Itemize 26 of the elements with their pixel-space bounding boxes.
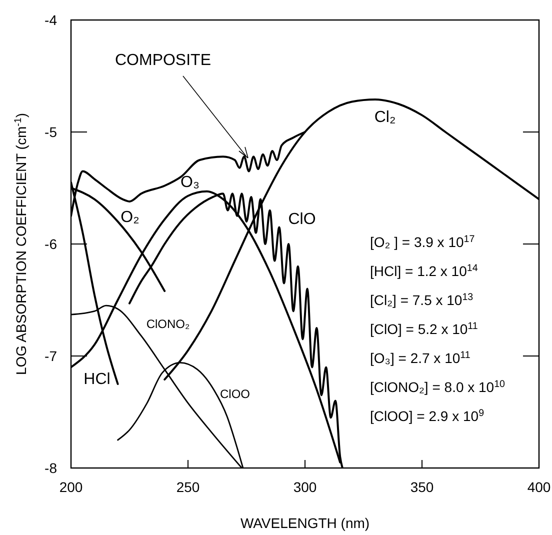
series-label: ClONO₂	[146, 317, 190, 332]
y-tick-label: -5	[44, 124, 58, 140]
series-label: ClOO	[220, 387, 250, 402]
x-tick-label: 400	[527, 479, 551, 495]
y-tick-label: -6	[44, 236, 58, 252]
series-label: ClO	[288, 211, 316, 228]
y-tick-label: -8	[44, 460, 58, 476]
annotation: [O₃] = 2.7 x 10$^{11}$	[370, 350, 470, 366]
x-tick-label: 350	[410, 479, 434, 495]
y-tick-label: -7	[44, 348, 58, 364]
x-tick-label: 300	[293, 479, 317, 495]
x-axis-title: WAVELENGTH (nm)	[240, 515, 370, 531]
annotation: [Cl₂] = 7.5 x 10$^{13}$	[370, 292, 474, 308]
x-tick-label: 200	[59, 479, 83, 495]
annotation: [ClOO] = 2.9 x 10$^{9}$	[370, 408, 484, 424]
y-tick-label: -4	[44, 12, 58, 28]
series-label: O₃	[180, 174, 200, 192]
x-tick-label: 250	[176, 479, 200, 495]
annotation: [HCl] = 1.2 x 10$^{14}$	[370, 262, 478, 279]
annotation: [O₂ ] = 3.9 x 10$^{17}$	[370, 234, 475, 250]
annotation: [ClONO₂] = 8.0 x 10$^{10}$	[370, 378, 506, 395]
series-label: O₂	[120, 209, 140, 226]
text: COMPOSITE	[114, 52, 212, 70]
annotation: [ClO] = 5.2 x 10$^{11}$	[370, 320, 478, 337]
series-label: Cl₂	[374, 109, 396, 126]
legend-label: HCl	[84, 371, 110, 388]
